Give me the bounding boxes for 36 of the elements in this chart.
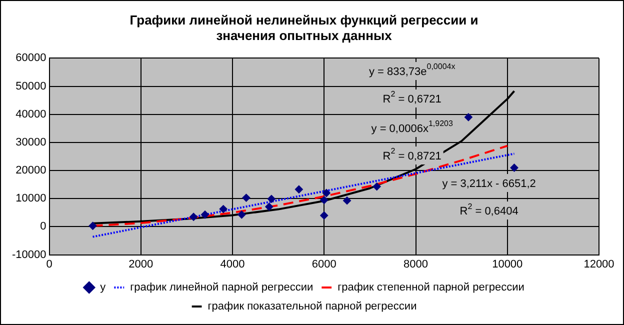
point (343, 196, 352, 205)
y-tick-label: 60000 (16, 52, 46, 64)
point (372, 182, 381, 191)
point (510, 164, 518, 172)
point (320, 196, 328, 204)
point (267, 194, 276, 203)
legend-label: график линейной парной регрессии (130, 282, 314, 294)
y-tick-label: 10000 (16, 192, 46, 205)
y-tick-label: 40000 (16, 108, 46, 120)
y-tick-label: 30000 (16, 136, 46, 148)
point (201, 210, 210, 219)
chart-title: Графики линейной нелинейных функций регрессии и значения опытных данных (130, 12, 478, 43)
point (265, 202, 274, 211)
x-tick-label: 12000 (584, 258, 614, 270)
y-tick-label: -10000 (12, 248, 46, 261)
x-tick-label: 8000 (404, 258, 428, 270)
point (219, 205, 228, 214)
annotation: y = 3,211x - 6651,2 (442, 178, 536, 190)
point (242, 194, 250, 202)
x-tick-label: 6000 (312, 258, 336, 270)
x-tick-label: 2000 (128, 258, 154, 270)
point (294, 185, 303, 194)
legend-label: график показательной парной регрессии (208, 300, 417, 313)
point (238, 210, 246, 219)
point (320, 211, 328, 220)
y-tick-label: 50000 (16, 80, 46, 92)
x-tick-label: 10000 (492, 258, 523, 270)
point (88, 222, 97, 230)
legend-label: y (100, 282, 106, 294)
y-tick-label: 20000 (16, 164, 46, 177)
legend-label: график степенной парной регрессии (338, 282, 524, 294)
x-tick-label: 4000 (220, 258, 245, 270)
y-tick-label: 0 (40, 220, 46, 233)
point (322, 189, 330, 198)
point (190, 212, 198, 221)
point (464, 113, 472, 122)
